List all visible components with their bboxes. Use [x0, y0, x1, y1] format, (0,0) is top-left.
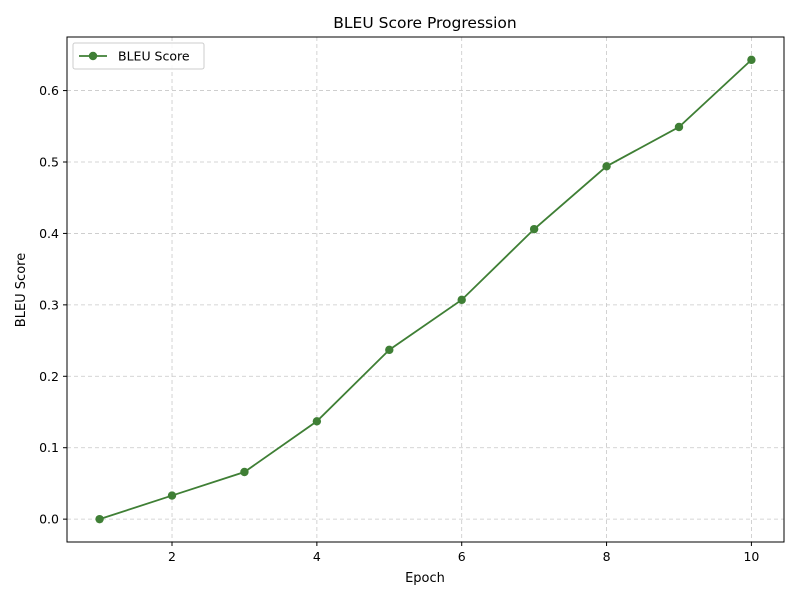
data-point	[312, 417, 322, 426]
legend: BLEU Score	[72, 42, 205, 70]
y-tick-label: 0.3	[39, 297, 59, 312]
y-axis-ticks: 0.0 0.1 0.2 0.3 0.4 0.5 0.6	[39, 83, 67, 527]
y-tick-label: 0.0	[39, 512, 59, 527]
x-tick-label: 8	[603, 549, 611, 564]
data-point	[167, 491, 177, 500]
series-line	[99, 59, 753, 520]
y-tick-label: 0.2	[39, 369, 59, 384]
y-tick-label: 0.1	[39, 440, 59, 455]
data-point	[385, 345, 394, 355]
y-axis-label: BLEU Score	[14, 253, 29, 327]
data-point	[529, 224, 539, 234]
data-point	[674, 122, 684, 132]
x-tick-label: 10	[743, 549, 759, 564]
data-point	[95, 514, 104, 524]
plot-area-frame	[66, 36, 785, 543]
x-tick-label: 6	[458, 549, 466, 564]
legend-label: BLEU Score	[118, 49, 190, 64]
data-point	[240, 467, 249, 477]
legend-box	[72, 42, 205, 70]
x-axis-label: Epoch	[405, 571, 445, 586]
chart-title: BLEU Score Progression	[333, 14, 516, 32]
legend-marker	[88, 51, 98, 61]
data-point	[457, 295, 466, 305]
x-axis-ticks: 2 4 6 8 10	[168, 542, 759, 564]
data-point	[747, 55, 756, 65]
y-tick-label: 0.6	[39, 83, 59, 98]
x-tick-label: 2	[168, 549, 176, 564]
x-tick-label: 4	[313, 549, 321, 564]
grid	[67, 37, 784, 542]
series-layer	[95, 55, 756, 524]
y-tick-label: 0.5	[39, 155, 59, 170]
data-point	[602, 162, 611, 171]
y-tick-label: 0.4	[39, 226, 59, 241]
